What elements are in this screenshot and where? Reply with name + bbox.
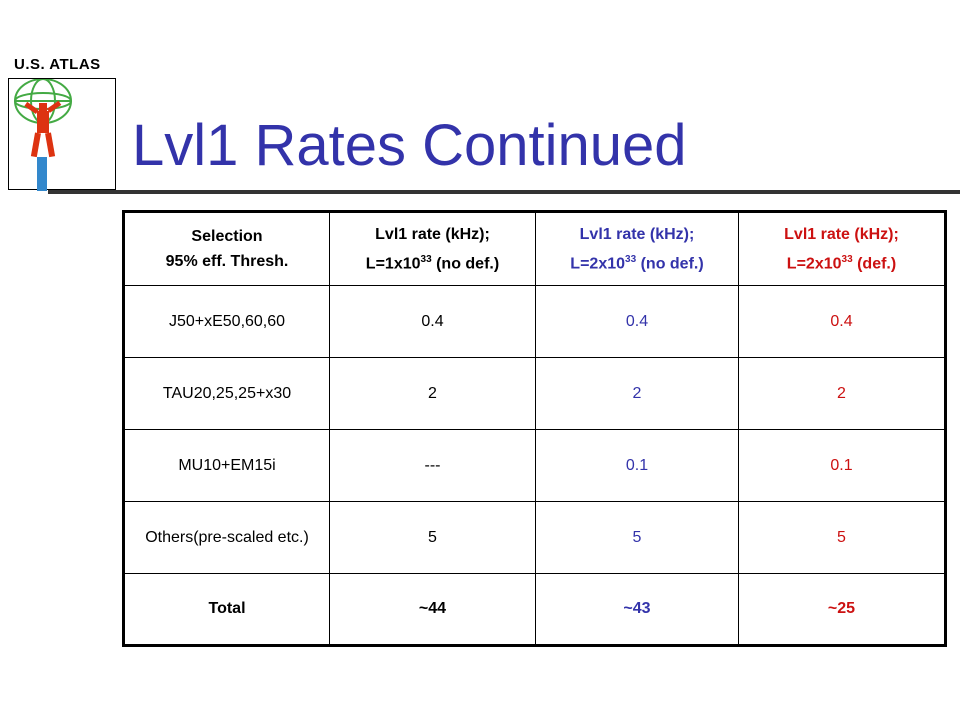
cell-total-2e33-nodef: ~43 xyxy=(535,573,739,646)
cell-total-2e33-def: ~25 xyxy=(738,573,946,646)
header-lumi-note: (no def.) xyxy=(431,255,500,273)
header-line1: Lvl1 rate (kHz); xyxy=(784,225,899,243)
cell-selection: MU10+EM15i xyxy=(123,429,330,502)
title-underline xyxy=(48,190,960,194)
header-line2: L=2x1033 (no def.) xyxy=(542,247,732,276)
header-lumi-base: L=1x10 xyxy=(365,255,421,273)
header-lumi-base: L=2x10 xyxy=(786,255,842,273)
header-line2: L=2x1033 (def.) xyxy=(745,247,938,276)
table-row: Others(pre-scaled etc.) 5 5 5 xyxy=(123,501,946,574)
logo-text: U.S. ATLAS xyxy=(14,56,101,73)
cell-rate-1e33: 2 xyxy=(329,357,536,430)
cell-selection: J50+xE50,60,60 xyxy=(123,285,330,358)
cell-rate-2e33-def: 0.4 xyxy=(738,285,946,358)
header-lumi-note: (no def.) xyxy=(636,255,704,273)
header-selection-line2: 95% eff. Thresh. xyxy=(165,253,289,270)
atlas-figure-globe-icon xyxy=(8,78,116,191)
header-rate-2e33-nodef: Lvl1 rate (kHz); L=2x1033 (no def.) xyxy=(535,211,739,286)
cell-rate-2e33-nodef: 0.4 xyxy=(535,285,739,358)
header-lumi-exp: 33 xyxy=(625,253,637,265)
header-rate-2e33-def: Lvl1 rate (kHz); L=2x1033 (def.) xyxy=(738,211,946,286)
cell-rate-2e33-nodef: 2 xyxy=(535,357,739,430)
header-line1: Lvl1 rate (kHz); xyxy=(375,225,490,243)
cell-total-1e33: ~44 xyxy=(329,573,536,646)
cell-rate-2e33-def: 0.1 xyxy=(738,429,946,502)
header-selection: Selection 95% eff. Thresh. xyxy=(123,211,330,286)
cell-rate-2e33-def: 2 xyxy=(738,357,946,430)
cell-selection: TAU20,25,25+x30 xyxy=(123,357,330,430)
table-row: MU10+EM15i --- 0.1 0.1 xyxy=(123,429,946,502)
table-total-row: Total ~44 ~43 ~25 xyxy=(123,573,946,646)
header-lumi-exp: 33 xyxy=(420,253,432,265)
header-rate-1e33: Lvl1 rate (kHz); L=1x1033 (no def.) xyxy=(329,211,536,286)
header-lumi-exp: 33 xyxy=(841,253,853,265)
table-row: TAU20,25,25+x30 2 2 2 xyxy=(123,357,946,430)
cell-selection: Others(pre-scaled etc.) xyxy=(123,501,330,574)
slide-title: Lvl1 Rates Continued xyxy=(132,113,687,178)
table-header-row: Selection 95% eff. Thresh. Lvl1 rate (kH… xyxy=(123,211,946,286)
header-lumi-note: (def.) xyxy=(852,255,897,273)
cell-rate-1e33: 0.4 xyxy=(329,285,536,358)
header-selection-line1: Selection xyxy=(191,228,263,245)
cell-rate-2e33-def: 5 xyxy=(738,501,946,574)
cell-rate-2e33-nodef: 5 xyxy=(535,501,739,574)
header-line1: Lvl1 rate (kHz); xyxy=(579,225,695,243)
header-lumi-base: L=2x10 xyxy=(570,255,626,273)
cell-total-label: Total xyxy=(123,573,330,646)
header-line2: L=1x1033 (no def.) xyxy=(336,247,529,276)
table-row: J50+xE50,60,60 0.4 0.4 0.4 xyxy=(123,285,946,358)
rates-table: Selection 95% eff. Thresh. Lvl1 rate (kH… xyxy=(122,210,947,647)
cell-rate-1e33: --- xyxy=(329,429,536,502)
cell-rate-1e33: 5 xyxy=(329,501,536,574)
cell-rate-2e33-nodef: 0.1 xyxy=(535,429,739,502)
